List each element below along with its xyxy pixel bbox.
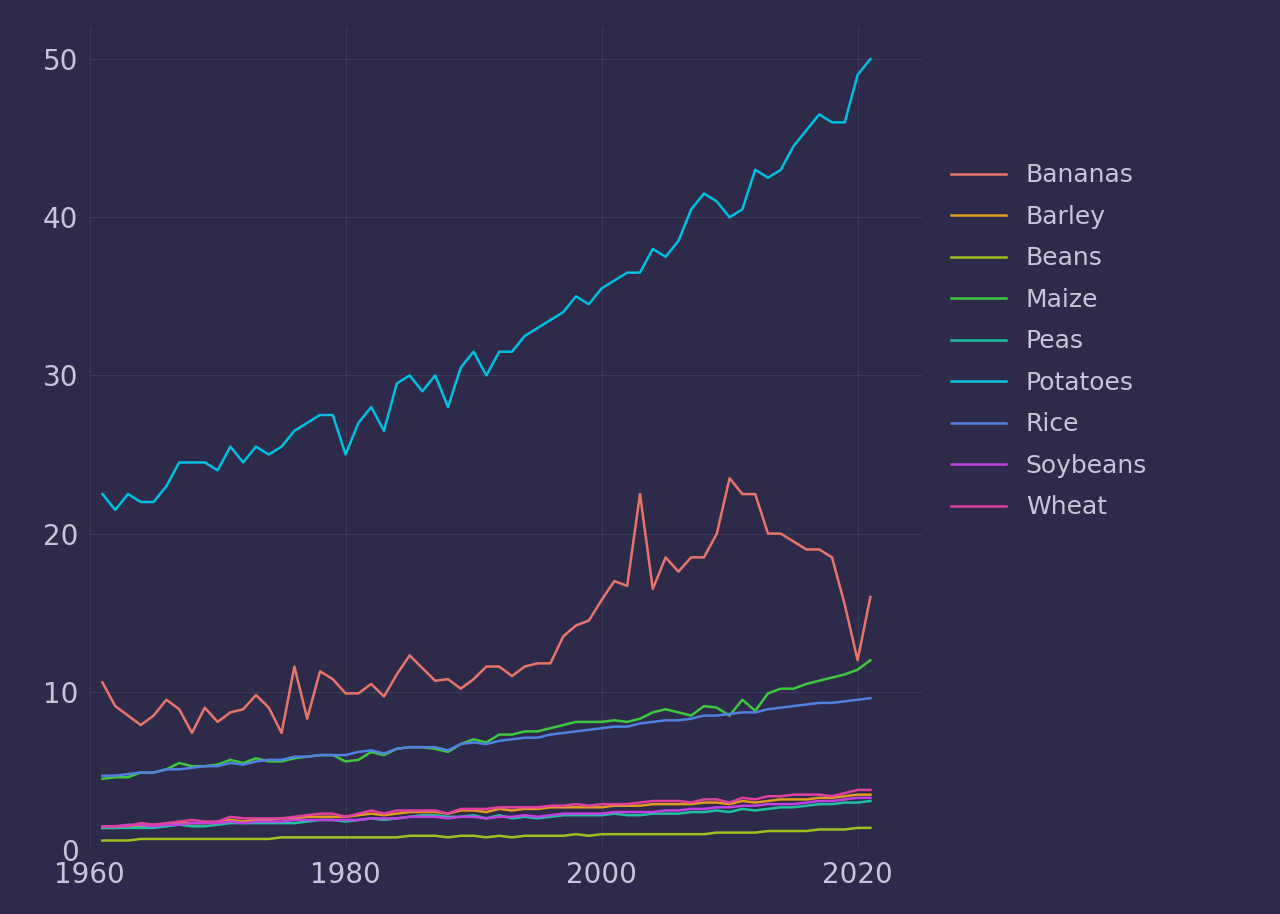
Soybeans bbox=[556, 808, 571, 819]
Rice bbox=[248, 756, 264, 767]
Beans bbox=[863, 823, 878, 834]
Potatoes bbox=[108, 505, 123, 515]
Peas bbox=[863, 795, 878, 806]
Bananas bbox=[261, 702, 276, 713]
Wheat bbox=[95, 821, 110, 832]
Potatoes bbox=[261, 449, 276, 460]
Soybeans bbox=[850, 792, 865, 803]
Maize bbox=[863, 654, 878, 665]
Wheat bbox=[364, 805, 379, 816]
Beans bbox=[364, 832, 379, 843]
Beans bbox=[274, 832, 289, 843]
Line: Beans: Beans bbox=[102, 828, 870, 841]
Maize bbox=[95, 773, 110, 784]
Wheat bbox=[556, 801, 571, 812]
Rice bbox=[760, 704, 776, 715]
Wheat bbox=[274, 813, 289, 824]
Soybeans bbox=[760, 799, 776, 810]
Barley bbox=[850, 789, 865, 800]
Maize bbox=[504, 729, 520, 740]
Potatoes bbox=[287, 425, 302, 436]
Line: Barley: Barley bbox=[102, 794, 870, 828]
Peas bbox=[556, 810, 571, 821]
Bananas bbox=[376, 691, 392, 702]
Bananas bbox=[568, 620, 584, 631]
Line: Wheat: Wheat bbox=[102, 790, 870, 826]
Barley bbox=[248, 814, 264, 825]
Rice bbox=[863, 693, 878, 704]
Bananas bbox=[287, 661, 302, 672]
Maize bbox=[364, 747, 379, 758]
Wheat bbox=[863, 784, 878, 795]
Beans bbox=[95, 835, 110, 846]
Soybeans bbox=[504, 812, 520, 823]
Barley bbox=[556, 802, 571, 813]
Wheat bbox=[248, 813, 264, 824]
Potatoes bbox=[517, 331, 532, 342]
Maize bbox=[248, 753, 264, 764]
Soybeans bbox=[274, 816, 289, 827]
Peas bbox=[95, 823, 110, 834]
Potatoes bbox=[863, 54, 878, 65]
Line: Peas: Peas bbox=[102, 801, 870, 828]
Beans bbox=[760, 825, 776, 836]
Bananas bbox=[95, 677, 110, 688]
Maize bbox=[760, 688, 776, 699]
Potatoes bbox=[376, 425, 392, 436]
Wheat bbox=[504, 802, 520, 813]
Line: Rice: Rice bbox=[102, 698, 870, 776]
Wheat bbox=[850, 784, 865, 795]
Rice bbox=[504, 734, 520, 745]
Potatoes bbox=[95, 489, 110, 500]
Barley bbox=[95, 823, 110, 834]
Soybeans bbox=[863, 792, 878, 803]
Soybeans bbox=[248, 816, 264, 827]
Line: Soybeans: Soybeans bbox=[102, 798, 870, 826]
Peas bbox=[364, 813, 379, 824]
Peas bbox=[248, 818, 264, 829]
Line: Potatoes: Potatoes bbox=[102, 59, 870, 510]
Peas bbox=[504, 813, 520, 824]
Maize bbox=[274, 756, 289, 767]
Barley bbox=[504, 805, 520, 816]
Maize bbox=[556, 719, 571, 730]
Bananas bbox=[786, 536, 801, 547]
Line: Bananas: Bananas bbox=[102, 478, 870, 733]
Peas bbox=[760, 803, 776, 814]
Bananas bbox=[722, 473, 737, 484]
Rice bbox=[556, 728, 571, 739]
Barley bbox=[863, 789, 878, 800]
Bananas bbox=[863, 591, 878, 602]
Rice bbox=[274, 754, 289, 765]
Bananas bbox=[517, 661, 532, 672]
Rice bbox=[364, 745, 379, 756]
Soybeans bbox=[364, 813, 379, 824]
Rice bbox=[95, 771, 110, 781]
Beans bbox=[504, 832, 520, 843]
Barley bbox=[274, 813, 289, 824]
Beans bbox=[248, 834, 264, 845]
Line: Maize: Maize bbox=[102, 660, 870, 779]
Legend: Bananas, Barley, Beans, Maize, Peas, Potatoes, Rice, Soybeans, Wheat: Bananas, Barley, Beans, Maize, Peas, Pot… bbox=[951, 164, 1147, 519]
Barley bbox=[364, 808, 379, 819]
Soybeans bbox=[95, 821, 110, 832]
Beans bbox=[850, 823, 865, 834]
Barley bbox=[760, 795, 776, 806]
Potatoes bbox=[568, 291, 584, 302]
Wheat bbox=[760, 791, 776, 802]
Beans bbox=[556, 830, 571, 841]
Bananas bbox=[184, 728, 200, 739]
Peas bbox=[274, 818, 289, 829]
Potatoes bbox=[773, 165, 788, 175]
